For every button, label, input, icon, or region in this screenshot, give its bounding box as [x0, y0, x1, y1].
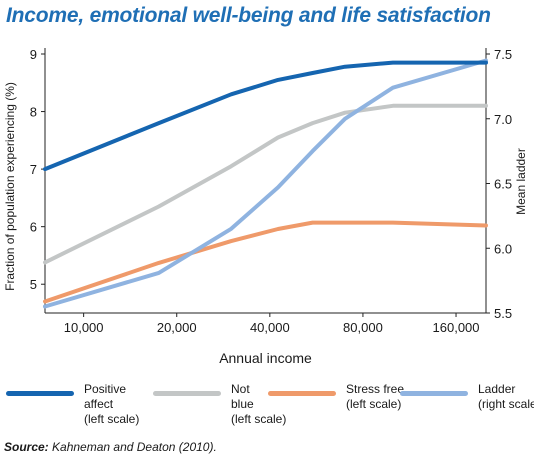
legend-label-line: blue	[231, 397, 254, 411]
legend-label-line: Not	[231, 382, 250, 396]
source-note: Source: Kahneman and Deaton (2010).	[4, 440, 217, 454]
x-tick-label: 40,000	[250, 320, 290, 335]
legend-label-line: (right scale)	[478, 397, 534, 411]
x-tick-label: 80,000	[343, 320, 383, 335]
y-right-tick-label: 6.0	[494, 241, 512, 256]
legend-label-line: Stress free	[346, 382, 405, 396]
y-left-tick-label: 6	[30, 220, 37, 235]
legend-label-line: affect	[84, 397, 114, 411]
x-tick-label: 10,000	[64, 320, 104, 335]
y-left-tick-label: 8	[30, 105, 37, 120]
y-left-tick-label: 7	[30, 162, 37, 177]
y-axis-left-label: Fraction of population experiencing (%)	[3, 82, 17, 291]
y-right-tick-label: 6.5	[494, 177, 512, 192]
legend-swatch	[400, 391, 468, 396]
legend-label-line: (left scale)	[231, 412, 287, 426]
series-line-stress-free	[43, 220, 488, 304]
source-label: Source:	[4, 440, 49, 454]
legend-swatch	[268, 391, 336, 396]
chart-title: Income, emotional well-being and life sa…	[6, 4, 491, 27]
legend-label-line: Positive	[84, 382, 127, 396]
y-left-tick-label: 9	[30, 47, 37, 62]
legend-swatch	[153, 391, 221, 396]
legend-label-line: Ladder	[478, 382, 516, 396]
y-right-tick-label: 5.5	[494, 306, 512, 321]
legend-label: Not blue (left scale)	[231, 382, 326, 427]
legend-label: Positive affect (left scale)	[84, 382, 179, 427]
y-right-tick-label: 7.5	[494, 47, 512, 62]
legend-label: Ladder(right scale)	[478, 382, 534, 412]
legend-swatch	[6, 391, 74, 396]
y-left-tick-label: 5	[30, 277, 37, 292]
x-axis-label: Annual income	[219, 350, 312, 366]
y-right-tick-label: 7.0	[494, 112, 512, 127]
x-tick-label: 160,000	[433, 320, 480, 335]
legend-label-line: (left scale)	[346, 397, 402, 411]
legend-label-line: (left scale)	[84, 412, 140, 426]
series-line-not-blue	[43, 103, 488, 265]
y-axis-right-label: Mean ladder	[514, 148, 528, 215]
x-tick-label: 20,000	[157, 320, 197, 335]
series-line-ladder	[43, 58, 488, 309]
legend-label: Stress free (left scale)	[346, 382, 441, 412]
source-text: Kahneman and Deaton (2010).	[48, 440, 217, 454]
series-line-positive-affect	[43, 60, 488, 172]
line-chart: 5 6 7 8 9 5.5 6.0 6.5 7.0 7.5 10,000 20,000 40,000 80…	[3, 47, 528, 366]
